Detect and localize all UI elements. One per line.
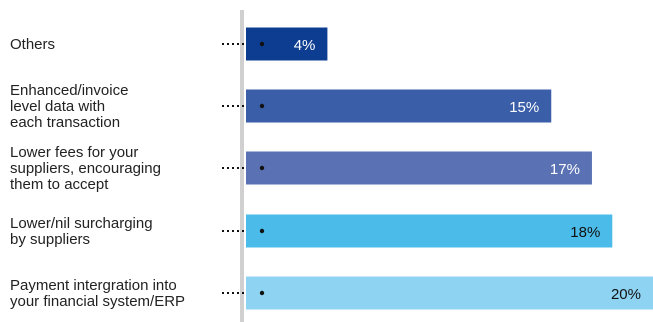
value-label: 18% — [570, 224, 600, 241]
category-label: Others — [10, 36, 55, 53]
axis-line — [240, 10, 244, 322]
leader-dot — [259, 41, 265, 47]
leader-dot — [259, 103, 265, 109]
category-label: Lower fees for your suppliers, encouragin… — [10, 144, 161, 193]
leader-dot — [259, 165, 265, 171]
value-label: 17% — [550, 161, 580, 178]
value-label: 15% — [509, 99, 539, 116]
bar — [246, 214, 613, 248]
leader-dot — [259, 228, 265, 234]
category-label: Lower/nil surcharging by suppliers — [10, 215, 153, 248]
category-label: Payment intergration into your financial … — [10, 277, 185, 310]
bar — [246, 27, 328, 61]
leader-dot — [259, 290, 265, 296]
bar — [246, 89, 552, 123]
value-label: 20% — [611, 286, 641, 303]
value-label: 4% — [294, 37, 316, 54]
bar — [246, 151, 592, 185]
category-label: Enhanced/invoice level data with each tran… — [10, 82, 128, 131]
bar — [246, 276, 653, 310]
